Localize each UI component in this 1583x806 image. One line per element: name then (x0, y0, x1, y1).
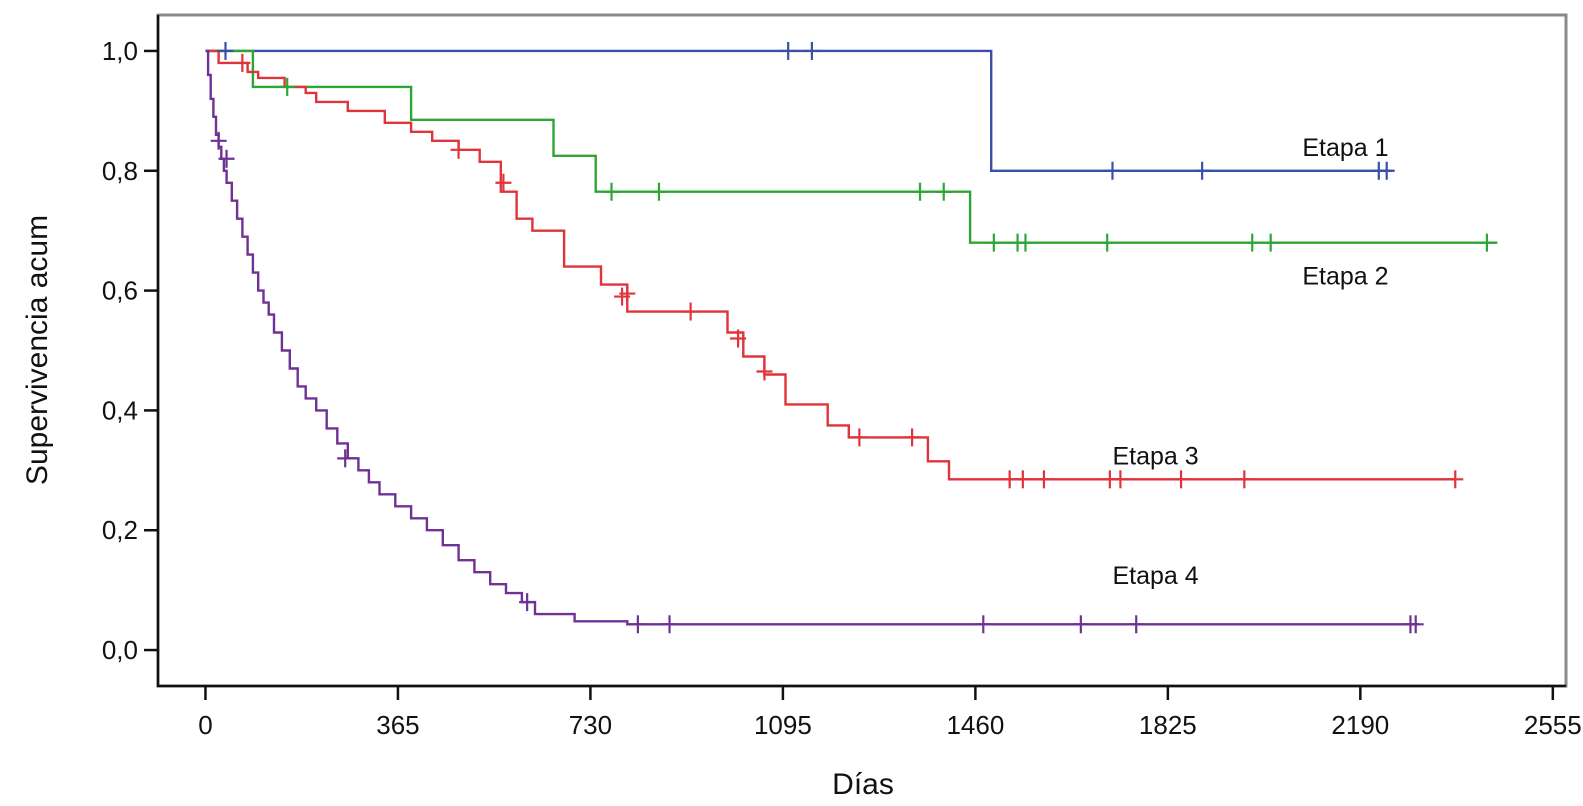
plot-frame (156, 13, 1568, 688)
series-line-etapa-3 (205, 49, 1456, 481)
x-tick-label: 730 (569, 710, 612, 740)
x-tick-label: 1460 (946, 710, 1004, 740)
y-tick-label: 0,6 (102, 276, 138, 306)
y-tick-label: 1,0 (102, 36, 138, 66)
x-tick-label: 1095 (754, 710, 812, 740)
series-label-etapa-4: Etapa 4 (1112, 562, 1198, 590)
y-tick-label: 0,2 (102, 515, 138, 545)
series-line-etapa-4 (205, 49, 1419, 626)
series-labels: Etapa 1 Etapa 2 Etapa 3 Etapa 4 (1112, 134, 1388, 590)
series-curves (205, 49, 1498, 626)
x-axis-ticks: 0 365 730 1095 1460 1825 2190 2555 (198, 686, 1582, 740)
y-tick-label: 0,8 (102, 156, 138, 186)
x-tick-label: 2555 (1524, 710, 1582, 740)
series-line-etapa-1 (205, 49, 1392, 173)
y-tick-label: 0,0 (102, 635, 138, 665)
y-tick-label: 0,4 (102, 395, 138, 425)
series-label-etapa-1: Etapa 1 (1302, 134, 1388, 162)
x-tick-label: 2190 (1331, 710, 1389, 740)
x-tick-label: 1825 (1139, 710, 1197, 740)
series-line-etapa-2 (205, 49, 1498, 244)
series-label-etapa-2: Etapa 2 (1302, 263, 1388, 291)
series-label-etapa-3: Etapa 3 (1112, 442, 1198, 470)
y-axis-title: Supervivencia acum (21, 215, 54, 485)
censor-marks (210, 41, 1495, 634)
x-tick-label: 365 (376, 710, 419, 740)
y-axis-ticks: 0,0 0,2 0,4 0,6 0,8 1,0 (102, 36, 158, 665)
x-tick-label: 0 (198, 710, 212, 740)
x-axis-title: Días (832, 768, 894, 801)
